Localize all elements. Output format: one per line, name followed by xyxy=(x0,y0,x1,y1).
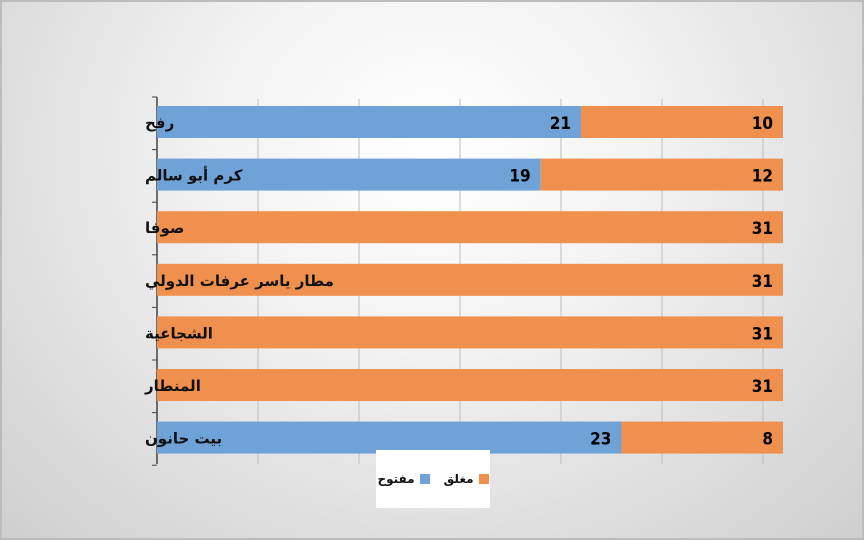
legend-label-closed: مغلق xyxy=(443,472,474,486)
legend-label-open: مفتوح xyxy=(377,472,415,486)
chart-legend: مغلق مفتوح xyxy=(376,450,490,508)
category-label: صوفا xyxy=(145,219,184,237)
category-label: المنطار xyxy=(144,377,201,395)
category-label: بيت حانون xyxy=(145,430,222,448)
bar-closed xyxy=(157,263,783,296)
data-label: 31 xyxy=(752,272,773,292)
bar-closed xyxy=(581,106,783,138)
data-label: 10 xyxy=(752,114,773,134)
category-label: رفح xyxy=(145,114,174,132)
legend-item-closed: مغلق xyxy=(444,472,489,486)
legend-item-open: مفتوح xyxy=(377,472,430,486)
legend-swatch-closed xyxy=(478,474,489,484)
category-label: الشجاعية xyxy=(145,324,213,342)
bar-closed xyxy=(157,369,783,401)
category-label: مطار ياسر عرفات الدولي xyxy=(145,272,334,290)
bar-open xyxy=(157,421,622,454)
data-label: 31 xyxy=(752,377,773,397)
bar-open xyxy=(157,158,541,191)
data-label: 21 xyxy=(550,114,571,134)
bar-closed xyxy=(157,211,783,244)
legend-swatch-open xyxy=(419,474,430,484)
data-label: 19 xyxy=(509,167,530,187)
data-label: 31 xyxy=(752,219,773,239)
category-label: كرم أبو سالم xyxy=(145,166,243,185)
data-label: 12 xyxy=(752,167,773,187)
bar-open xyxy=(157,106,582,138)
bar-closed xyxy=(540,158,783,191)
bar-closed xyxy=(157,316,783,349)
data-label: 31 xyxy=(752,324,773,344)
data-label: 8 xyxy=(762,430,773,450)
data-label: 23 xyxy=(590,430,611,450)
bar-closed xyxy=(621,421,783,454)
